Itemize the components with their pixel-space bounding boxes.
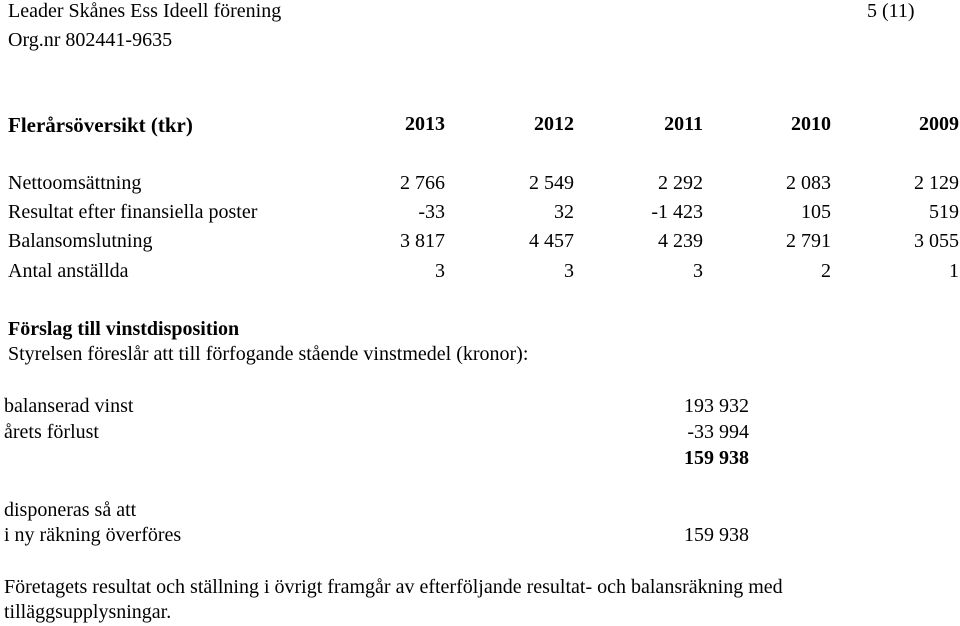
row-label: Antal anställda xyxy=(8,260,129,282)
organization-number: Org.nr 802441-9635 xyxy=(8,29,173,51)
disposed-heading: disponeras så att xyxy=(4,499,137,521)
table-row: Nettoomsättning 2 766 2 549 2 292 2 083 … xyxy=(0,172,960,200)
disposition-total: 159 938 xyxy=(684,447,749,469)
overview-title: Flerårsöversikt (tkr) xyxy=(8,113,193,137)
row-value: 2 129 xyxy=(914,172,959,194)
disposition-intro: Styrelsen föreslår att till förfogande s… xyxy=(8,343,529,365)
row-value: -1 423 xyxy=(651,201,703,223)
disposition-title: Förslag till vinstdisposition xyxy=(8,318,240,340)
row-label: Balansomslutning xyxy=(8,230,153,252)
disposition-line-label: årets förlust xyxy=(4,421,99,443)
row-value: 519 xyxy=(929,201,959,223)
row-value: 2 292 xyxy=(658,172,703,194)
row-value: 2 xyxy=(821,260,831,282)
disposed-line-label: i ny räkning överföres xyxy=(4,524,182,546)
row-value: 3 817 xyxy=(400,230,445,252)
row-value: 2 549 xyxy=(529,172,574,194)
disposition-line-label: balanserad vinst xyxy=(4,395,134,417)
row-value: 2 766 xyxy=(400,172,445,194)
row-value: 3 055 xyxy=(914,230,959,252)
table-row: Balansomslutning 3 817 4 457 4 239 2 791… xyxy=(0,230,960,258)
footer-text-line: tilläggsupplysningar. xyxy=(4,601,172,623)
year-header: 2009 xyxy=(919,113,959,135)
row-value: 1 xyxy=(949,260,959,282)
row-value: 3 xyxy=(435,260,445,282)
page-number: 5 (11) xyxy=(867,0,915,22)
row-value: 32 xyxy=(554,201,574,223)
year-header: 2013 xyxy=(405,113,445,135)
table-row: Resultat efter finansiella poster -33 32… xyxy=(0,201,960,229)
organization-name: Leader Skånes Ess Ideell förening xyxy=(8,0,282,22)
row-value: 2 083 xyxy=(786,172,831,194)
year-header: 2011 xyxy=(664,113,703,135)
row-value: 3 xyxy=(564,260,574,282)
disposition-line-value: 193 932 xyxy=(684,395,749,417)
row-value: 4 457 xyxy=(529,230,574,252)
disposed-line-value: 159 938 xyxy=(684,524,749,546)
disposition-line-value: -33 994 xyxy=(687,421,749,443)
row-value: 105 xyxy=(801,201,831,223)
year-header: 2012 xyxy=(534,113,574,135)
table-row: Antal anställda 3 3 3 2 1 xyxy=(0,260,960,288)
row-value: 3 xyxy=(693,260,703,282)
row-value: 4 239 xyxy=(658,230,703,252)
row-value: 2 791 xyxy=(786,230,831,252)
row-value: -33 xyxy=(418,201,445,223)
year-header: 2010 xyxy=(791,113,831,135)
row-label: Nettoomsättning xyxy=(8,172,142,194)
row-label: Resultat efter finansiella poster xyxy=(8,201,258,223)
overview-header-row: Flerårsöversikt (tkr) 2013 2012 2011 201… xyxy=(0,113,960,141)
footer-text-line: Företagets resultat och ställning i övri… xyxy=(4,576,783,598)
